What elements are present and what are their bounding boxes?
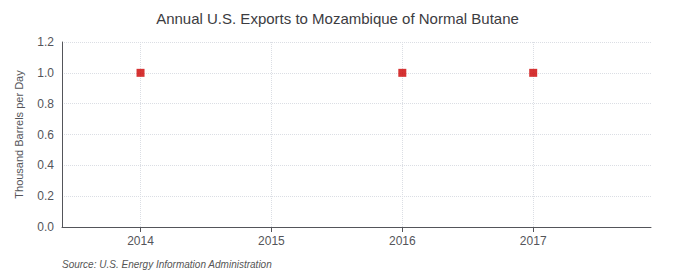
svg-text:2014: 2014	[127, 234, 154, 248]
svg-text:2016: 2016	[389, 234, 416, 248]
svg-text:2017: 2017	[520, 234, 547, 248]
svg-text:0.8: 0.8	[37, 97, 54, 111]
svg-text:0.4: 0.4	[37, 158, 54, 172]
svg-text:0.0: 0.0	[37, 220, 54, 234]
svg-text:0.6: 0.6	[37, 128, 54, 142]
svg-text:1.0: 1.0	[37, 66, 54, 80]
svg-text:1.2: 1.2	[37, 35, 54, 49]
svg-text:Annual U.S. Exports to Mozambi: Annual U.S. Exports to Mozambique of Nor…	[156, 10, 519, 27]
svg-text:0.2: 0.2	[37, 189, 54, 203]
svg-text:Thousand Barrels per Day: Thousand Barrels per Day	[13, 70, 25, 199]
svg-text:Source: U.S. Energy Informatio: Source: U.S. Energy Information Administ…	[62, 259, 272, 270]
svg-text:2015: 2015	[258, 234, 285, 248]
